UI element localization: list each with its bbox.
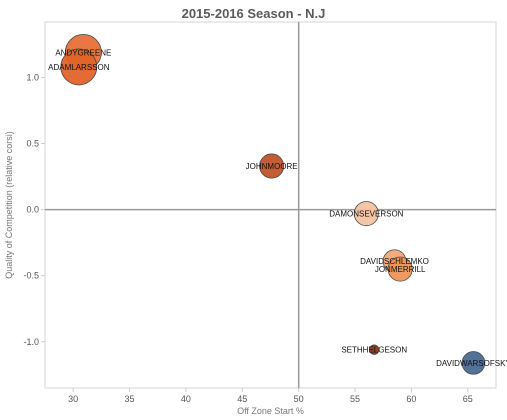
data-point	[369, 344, 380, 355]
data-label: JONMERRILL	[375, 265, 426, 274]
y-tick-label: 0.5	[26, 139, 39, 149]
y-tick-label: -0.5	[23, 271, 39, 281]
x-axis-title: Off Zone Start %	[237, 406, 304, 416]
data-label: ANDYGREENE	[55, 48, 111, 57]
data-point	[387, 256, 413, 282]
x-tick-label: 65	[463, 394, 473, 404]
data-label: SETHHELGESON	[341, 346, 407, 355]
x-tick-label: 55	[350, 394, 360, 404]
data-label: ADAMLARSSON	[48, 63, 110, 72]
data-point	[259, 153, 285, 179]
x-tick-label: 40	[181, 394, 191, 404]
data-point	[461, 351, 486, 375]
data-points	[60, 33, 486, 375]
plot-area	[44, 21, 497, 389]
x-tick-label: 35	[125, 394, 135, 404]
data-labels: ANDYGREENE ADAMLARSSON JOHNMOORE DAMONSEVER…	[48, 48, 507, 368]
data-label: DAVIDSCHLEMKO	[360, 257, 429, 266]
x-tick-label: 45	[237, 394, 247, 404]
y-tick-label: -1.0	[23, 337, 39, 347]
x-tick-label: 50	[294, 394, 304, 404]
data-point	[353, 201, 379, 227]
data-label: JOHNMOORE	[246, 162, 298, 171]
x-axis-ticks: 30 35 40 45 50 55 60 65	[68, 388, 473, 404]
data-point	[60, 48, 98, 86]
data-label: DAMONSEVERSON	[329, 210, 403, 219]
y-tick-label: 0.0	[26, 205, 39, 215]
y-axis-ticks: 1.0 0.5 0.0 -0.5 -1.0	[23, 72, 45, 347]
y-axis-title: Quality of Competition (relative corsi)	[4, 131, 14, 279]
data-label: DAVIDWARSOFSKY	[436, 359, 507, 368]
x-tick-label: 60	[406, 394, 416, 404]
x-tick-label: 30	[68, 394, 78, 404]
y-tick-label: 1.0	[26, 72, 39, 82]
chart-title: 2015-2016 Season - N.J	[181, 6, 326, 21]
